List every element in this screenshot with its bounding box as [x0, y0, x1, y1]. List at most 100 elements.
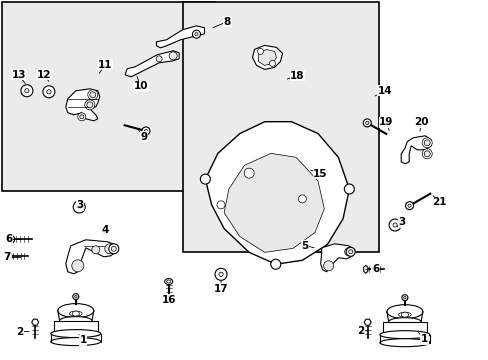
Ellipse shape	[423, 140, 429, 146]
Ellipse shape	[298, 195, 306, 203]
Ellipse shape	[386, 305, 422, 319]
Ellipse shape	[111, 246, 116, 251]
Ellipse shape	[219, 272, 223, 276]
Ellipse shape	[421, 138, 431, 148]
Polygon shape	[8, 252, 12, 260]
Ellipse shape	[392, 223, 396, 227]
Ellipse shape	[344, 184, 354, 194]
Ellipse shape	[73, 201, 85, 213]
Ellipse shape	[401, 295, 407, 301]
Ellipse shape	[401, 312, 407, 317]
Text: 12: 12	[37, 70, 51, 80]
Ellipse shape	[75, 296, 77, 298]
Ellipse shape	[388, 318, 420, 326]
Ellipse shape	[86, 102, 93, 108]
Text: 2: 2	[357, 326, 364, 336]
Text: 3: 3	[76, 200, 83, 210]
Ellipse shape	[388, 219, 400, 231]
Ellipse shape	[169, 52, 177, 60]
Ellipse shape	[344, 248, 352, 256]
Bar	[382, 322, 426, 336]
Text: 7: 7	[3, 252, 11, 262]
Ellipse shape	[257, 48, 263, 54]
Polygon shape	[364, 319, 370, 325]
Ellipse shape	[244, 168, 254, 178]
Ellipse shape	[421, 149, 431, 159]
Ellipse shape	[72, 311, 79, 316]
Ellipse shape	[269, 60, 275, 66]
Ellipse shape	[90, 92, 96, 98]
Polygon shape	[400, 136, 430, 164]
Polygon shape	[363, 265, 367, 273]
Polygon shape	[224, 153, 324, 252]
Text: 6: 6	[5, 234, 12, 244]
Ellipse shape	[379, 331, 429, 339]
Ellipse shape	[195, 33, 198, 36]
Ellipse shape	[43, 86, 55, 98]
Ellipse shape	[60, 316, 92, 325]
Text: 8: 8	[224, 17, 230, 27]
Polygon shape	[66, 89, 100, 121]
Bar	[54, 321, 98, 334]
Ellipse shape	[323, 261, 333, 271]
Ellipse shape	[192, 30, 200, 38]
Polygon shape	[252, 45, 282, 69]
Ellipse shape	[78, 113, 85, 121]
Text: 1: 1	[80, 335, 86, 345]
Ellipse shape	[403, 297, 405, 299]
Text: 3: 3	[398, 217, 405, 228]
Ellipse shape	[398, 312, 410, 317]
Ellipse shape	[51, 338, 101, 346]
Ellipse shape	[348, 250, 352, 254]
Text: 21: 21	[431, 197, 446, 207]
Bar	[2, 2, 215, 191]
Ellipse shape	[166, 280, 170, 283]
Text: 5: 5	[301, 240, 307, 251]
Ellipse shape	[215, 268, 226, 280]
Ellipse shape	[69, 311, 82, 316]
Ellipse shape	[156, 56, 162, 62]
Polygon shape	[66, 240, 118, 274]
Ellipse shape	[200, 174, 210, 184]
Ellipse shape	[51, 330, 101, 338]
Ellipse shape	[164, 279, 172, 284]
Ellipse shape	[108, 244, 119, 254]
Ellipse shape	[21, 85, 33, 97]
Text: 11: 11	[98, 60, 112, 70]
Polygon shape	[258, 49, 276, 66]
Polygon shape	[32, 319, 39, 325]
Text: 1: 1	[420, 334, 427, 344]
Text: 15: 15	[312, 168, 327, 179]
Polygon shape	[205, 122, 348, 264]
Polygon shape	[125, 51, 179, 77]
Text: 10: 10	[133, 81, 148, 91]
Ellipse shape	[73, 294, 79, 300]
Polygon shape	[10, 235, 14, 243]
Ellipse shape	[88, 90, 98, 100]
Ellipse shape	[407, 204, 410, 207]
Ellipse shape	[144, 129, 147, 132]
Text: 2: 2	[16, 327, 23, 337]
Polygon shape	[156, 26, 204, 48]
Ellipse shape	[92, 246, 100, 254]
Ellipse shape	[84, 100, 95, 110]
Ellipse shape	[217, 201, 224, 209]
Text: 18: 18	[289, 71, 304, 81]
Text: 9: 9	[141, 132, 147, 142]
Text: 19: 19	[378, 117, 393, 127]
Bar	[183, 2, 378, 252]
Text: 20: 20	[413, 117, 428, 127]
Text: 17: 17	[213, 284, 228, 294]
Ellipse shape	[72, 260, 83, 272]
Ellipse shape	[365, 121, 368, 125]
Text: 6: 6	[371, 264, 378, 274]
Ellipse shape	[346, 247, 354, 256]
Polygon shape	[320, 244, 354, 272]
Ellipse shape	[104, 244, 115, 254]
Ellipse shape	[270, 259, 280, 269]
Ellipse shape	[142, 127, 150, 135]
Ellipse shape	[47, 90, 51, 94]
Text: 16: 16	[161, 294, 176, 305]
Ellipse shape	[58, 303, 94, 318]
Ellipse shape	[405, 202, 413, 210]
